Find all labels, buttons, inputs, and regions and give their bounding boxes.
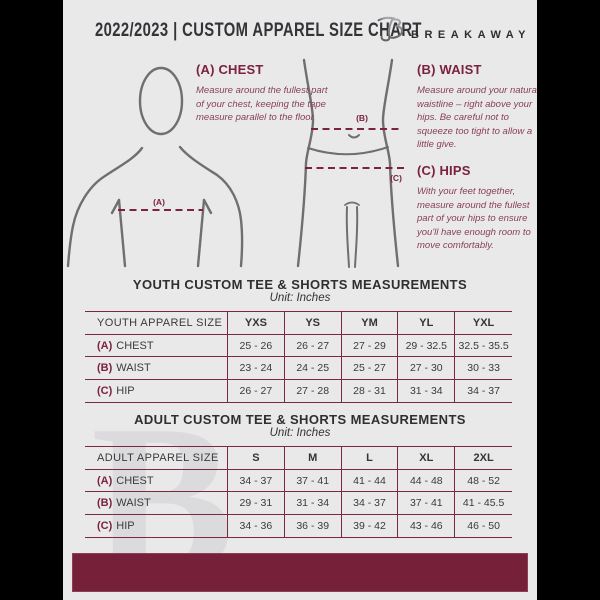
lower-body-figure: (B) (C) [296, 58, 405, 268]
column-header: 2XL [473, 451, 494, 464]
table-cell: 25 - 26 [228, 334, 285, 357]
table-cell: 28 - 31 [342, 380, 399, 402]
table-row: (A) CHEST 34 - 37 37 - 41 41 - 44 44 - 4… [85, 468, 512, 492]
table-row: (C) HIP 34 - 36 36 - 39 39 - 42 43 - 46 … [85, 514, 512, 538]
row-header: (A) CHEST [85, 469, 228, 492]
chest-guide-heading: (A) CHEST [196, 62, 264, 77]
footer-bar [72, 553, 528, 592]
row-header: (A) CHEST [85, 334, 228, 357]
row-marker: (A) [97, 339, 113, 352]
column-header: YL [398, 312, 456, 334]
row-header: (B) WAIST [85, 492, 228, 515]
row-marker: (A) [97, 474, 113, 487]
size-chart-page: B 2022/2023 | CUSTOM APPAREL SIZE CHART … [63, 0, 537, 600]
chest-guide-body: Measure around the fullest part of your … [196, 85, 328, 123]
row-label: CHEST [116, 474, 154, 487]
table-row: (B) WAIST 23 - 24 24 - 25 25 - 27 27 - 3… [85, 356, 512, 380]
hips-guide-heading: (C) HIPS [417, 163, 471, 178]
row-label: WAIST [116, 362, 151, 375]
table-cell: 39 - 42 [342, 515, 399, 537]
table-cell: 34 - 37 [342, 492, 399, 515]
table-cell: 32.5 - 35.5 [458, 339, 509, 352]
row-header: (C) HIP [85, 515, 228, 537]
column-header: YOUTH APPAREL SIZE [85, 312, 228, 334]
youth-section-title: YOUTH CUSTOM TEE & SHORTS MEASUREMENTS [132, 277, 468, 292]
table-cell: 34 - 37 [467, 384, 500, 397]
table-row: (C) HIP 26 - 27 27 - 28 28 - 31 31 - 34 … [85, 379, 512, 403]
waist-marker-label: (B) [356, 113, 368, 123]
table-cell: 27 - 28 [285, 380, 342, 402]
table-cell: 48 - 52 [467, 474, 500, 487]
hips-guide-body: With your feet together, measure around … [417, 186, 531, 251]
row-header: (C) HIP [85, 380, 228, 402]
column-header: L [342, 447, 399, 469]
row-marker: (C) [97, 384, 113, 397]
table-cell: 25 - 27 [342, 357, 399, 380]
adult-section-title: ADULT CUSTOM TEE & SHORTS MEASUREMENTS [134, 412, 466, 427]
waist-guide-heading: (B) WAIST [417, 62, 482, 77]
table-cell: 34 - 36 [228, 515, 285, 537]
table-cell: 26 - 27 [285, 334, 342, 357]
column-header: S [228, 447, 285, 469]
waist-guide: (B) WAIST Measure around your natural wa… [417, 62, 537, 152]
table-row: (B) WAIST 29 - 31 31 - 34 34 - 37 37 - 4… [85, 491, 512, 515]
table-cell: 23 - 24 [228, 357, 285, 380]
row-label: HIP [116, 384, 135, 397]
row-header: (B) WAIST [85, 357, 228, 380]
table-cell: 26 - 27 [228, 380, 285, 402]
row-marker: (B) [97, 497, 113, 510]
column-header: YS [285, 312, 342, 334]
breakaway-logo-icon [377, 13, 404, 50]
waist-guide-body: Measure around your natural waistline – … [417, 85, 537, 150]
row-label: HIP [116, 519, 135, 532]
table-cell: 41 - 44 [342, 469, 399, 492]
brand-lockup: BREAKAWAY [377, 13, 531, 50]
column-header: XL [398, 447, 456, 469]
row-marker: (B) [97, 362, 113, 375]
chest-guide: (A) CHEST Measure around the fullest par… [196, 62, 336, 125]
column-header: YXS [228, 312, 285, 334]
adult-unit-label: Unit: Inches [269, 427, 331, 439]
table-cell: 46 - 50 [467, 519, 500, 532]
adult-size-table: ADULT APPAREL SIZE S M L XL 2XL (A) CHES… [85, 446, 512, 538]
table-cell: 31 - 34 [285, 492, 342, 515]
brand-name: BREAKAWAY [411, 28, 531, 41]
youth-unit-label: Unit: Inches [269, 292, 331, 304]
column-header: M [285, 447, 342, 469]
table-cell: 37 - 41 [285, 469, 342, 492]
column-header: YM [342, 312, 399, 334]
torso-figure: (A) [66, 66, 244, 268]
table-cell: 27 - 29 [342, 334, 399, 357]
table-cell: 27 - 30 [398, 357, 456, 380]
table-cell: 43 - 46 [398, 515, 456, 537]
hips-marker-label: (C) [390, 173, 402, 183]
table-cell: 41 - 45.5 [462, 497, 505, 510]
row-label: CHEST [116, 339, 154, 352]
table-cell: 34 - 37 [228, 469, 285, 492]
table-cell: 36 - 39 [285, 515, 342, 537]
table-cell: 30 - 33 [467, 362, 500, 375]
column-header: YXL [472, 316, 495, 329]
chest-marker-label: (A) [153, 197, 165, 207]
table-cell: 31 - 34 [398, 380, 456, 402]
table-cell: 44 - 48 [398, 469, 456, 492]
row-marker: (C) [97, 519, 113, 532]
youth-table-header-row: YOUTH APPAREL SIZE YXS YS YM YL YXL [85, 311, 512, 334]
table-cell: 37 - 41 [398, 492, 456, 515]
table-cell: 24 - 25 [285, 357, 342, 380]
hips-guide: (C) HIPS With your feet together, measur… [417, 163, 537, 253]
row-label: WAIST [116, 497, 151, 510]
page-title: 2022/2023 | CUSTOM APPAREL SIZE CHART [95, 20, 422, 41]
table-cell: 29 - 31 [228, 492, 285, 515]
column-header: ADULT APPAREL SIZE [85, 447, 228, 469]
adult-table-header-row: ADULT APPAREL SIZE S M L XL 2XL [85, 446, 512, 469]
youth-size-table: YOUTH APPAREL SIZE YXS YS YM YL YXL (A) … [85, 311, 512, 403]
table-cell: 29 - 32.5 [398, 334, 456, 357]
table-row: (A) CHEST 25 - 26 26 - 27 27 - 29 29 - 3… [85, 333, 512, 357]
